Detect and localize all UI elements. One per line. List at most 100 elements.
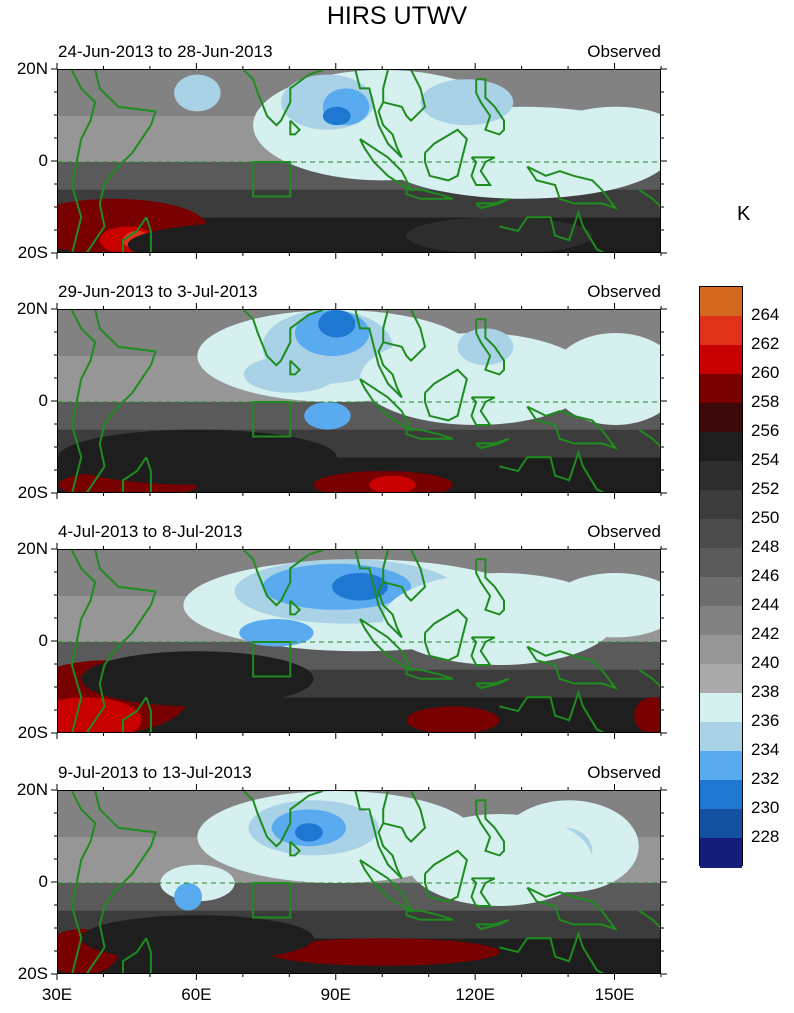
coastline — [424, 128, 469, 182]
colorbar-box — [700, 780, 742, 810]
coastline — [499, 449, 605, 492]
coastline — [86, 550, 157, 732]
axis-ticks — [51, 784, 667, 980]
colorbar-box — [700, 374, 742, 404]
colorbar-label: 238 — [751, 682, 780, 701]
shading-contour — [406, 706, 500, 732]
coastline — [470, 877, 496, 907]
colorbar-box — [700, 606, 742, 636]
coastline — [354, 70, 403, 159]
lat-label: 0 — [38, 391, 48, 410]
colorbar-label: 236 — [751, 711, 780, 730]
coastline — [289, 840, 302, 857]
colorbar-label: 254 — [751, 450, 780, 469]
coastline — [638, 428, 660, 448]
axis-ticks — [51, 63, 667, 259]
coastline — [359, 378, 414, 432]
coastline — [122, 456, 148, 492]
coastline — [145, 696, 152, 732]
colorbar-label: 228 — [751, 827, 780, 846]
lon-label: 60E — [181, 985, 212, 1004]
colorbar-box — [700, 577, 742, 607]
coastline — [499, 209, 605, 252]
colorbar-label: 248 — [751, 537, 780, 556]
colorbar-label: 252 — [751, 479, 780, 498]
map-svg — [58, 70, 660, 252]
shading-contour — [58, 429, 337, 485]
colorbar-box — [700, 838, 742, 868]
colorbar-label: 256 — [751, 421, 780, 440]
coastline — [243, 310, 324, 367]
coastline — [470, 156, 496, 186]
coastline — [526, 886, 619, 931]
colorbar-box — [700, 693, 742, 723]
colorbar-box — [700, 751, 742, 781]
coastline — [526, 645, 619, 690]
coastline — [70, 791, 97, 973]
coastline — [475, 918, 510, 931]
coastline — [122, 696, 148, 732]
colorbar-label: 250 — [751, 508, 780, 527]
coastline — [638, 668, 660, 688]
coastline — [145, 216, 152, 252]
coastline — [475, 558, 505, 616]
coastline — [70, 70, 97, 252]
shading-contour — [174, 74, 221, 112]
shading-contour — [406, 217, 593, 252]
shading-contour — [174, 883, 203, 911]
coastline — [289, 359, 302, 376]
coastline — [145, 937, 152, 973]
colorbar-label: 264 — [751, 305, 780, 324]
colorbar-box — [700, 403, 742, 433]
map-panel — [57, 69, 661, 253]
colorbar-box — [700, 722, 742, 752]
map-panel — [57, 790, 661, 974]
colorbar-box — [700, 490, 742, 520]
coastline — [424, 608, 469, 662]
coastline — [470, 396, 496, 426]
shading-contour — [332, 573, 388, 601]
colorbar-label: 244 — [751, 595, 780, 614]
axis-ticks — [51, 543, 667, 739]
coastline — [86, 310, 157, 492]
region-box — [252, 641, 292, 678]
region-box — [252, 401, 292, 438]
shading-contour — [369, 475, 416, 492]
coastline — [424, 368, 469, 422]
colorbar-label: 230 — [751, 798, 780, 817]
coastline — [499, 930, 605, 973]
map-panel — [57, 549, 661, 733]
lat-label: 20N — [16, 59, 48, 78]
coastline — [475, 437, 510, 450]
shading-contour — [420, 79, 514, 126]
coastline — [359, 859, 414, 913]
panel-date-range: 24-Jun-2013 to 28-Jun-2013 — [58, 42, 273, 61]
shading-contour — [127, 221, 407, 252]
colorbar-label: 234 — [751, 740, 780, 759]
coastline — [475, 799, 505, 857]
coastline — [638, 188, 660, 208]
colorbar-label: 240 — [751, 653, 780, 672]
coastline — [359, 138, 414, 192]
coastline — [475, 318, 505, 376]
colorbar-box — [700, 664, 742, 694]
lon-label: 90E — [320, 985, 351, 1004]
shading-contour — [239, 619, 314, 647]
coastline — [145, 456, 152, 492]
shading-contour — [550, 573, 660, 638]
colorbar-label: 262 — [751, 334, 780, 353]
coastline — [382, 550, 427, 603]
coastline — [70, 550, 97, 732]
panel-date-range: 9-Jul-2013 to 13-Jul-2013 — [58, 763, 252, 782]
coastline — [354, 310, 403, 399]
coastline — [86, 70, 157, 252]
panel-tag: Observed — [587, 282, 661, 301]
lon-label: 30E — [41, 985, 73, 1004]
coastline — [122, 216, 148, 252]
coastline — [405, 668, 454, 680]
coastline — [424, 849, 469, 903]
colorbar-box — [700, 345, 742, 375]
coastline — [405, 428, 454, 440]
coastline — [243, 791, 324, 848]
colorbar — [699, 286, 743, 868]
